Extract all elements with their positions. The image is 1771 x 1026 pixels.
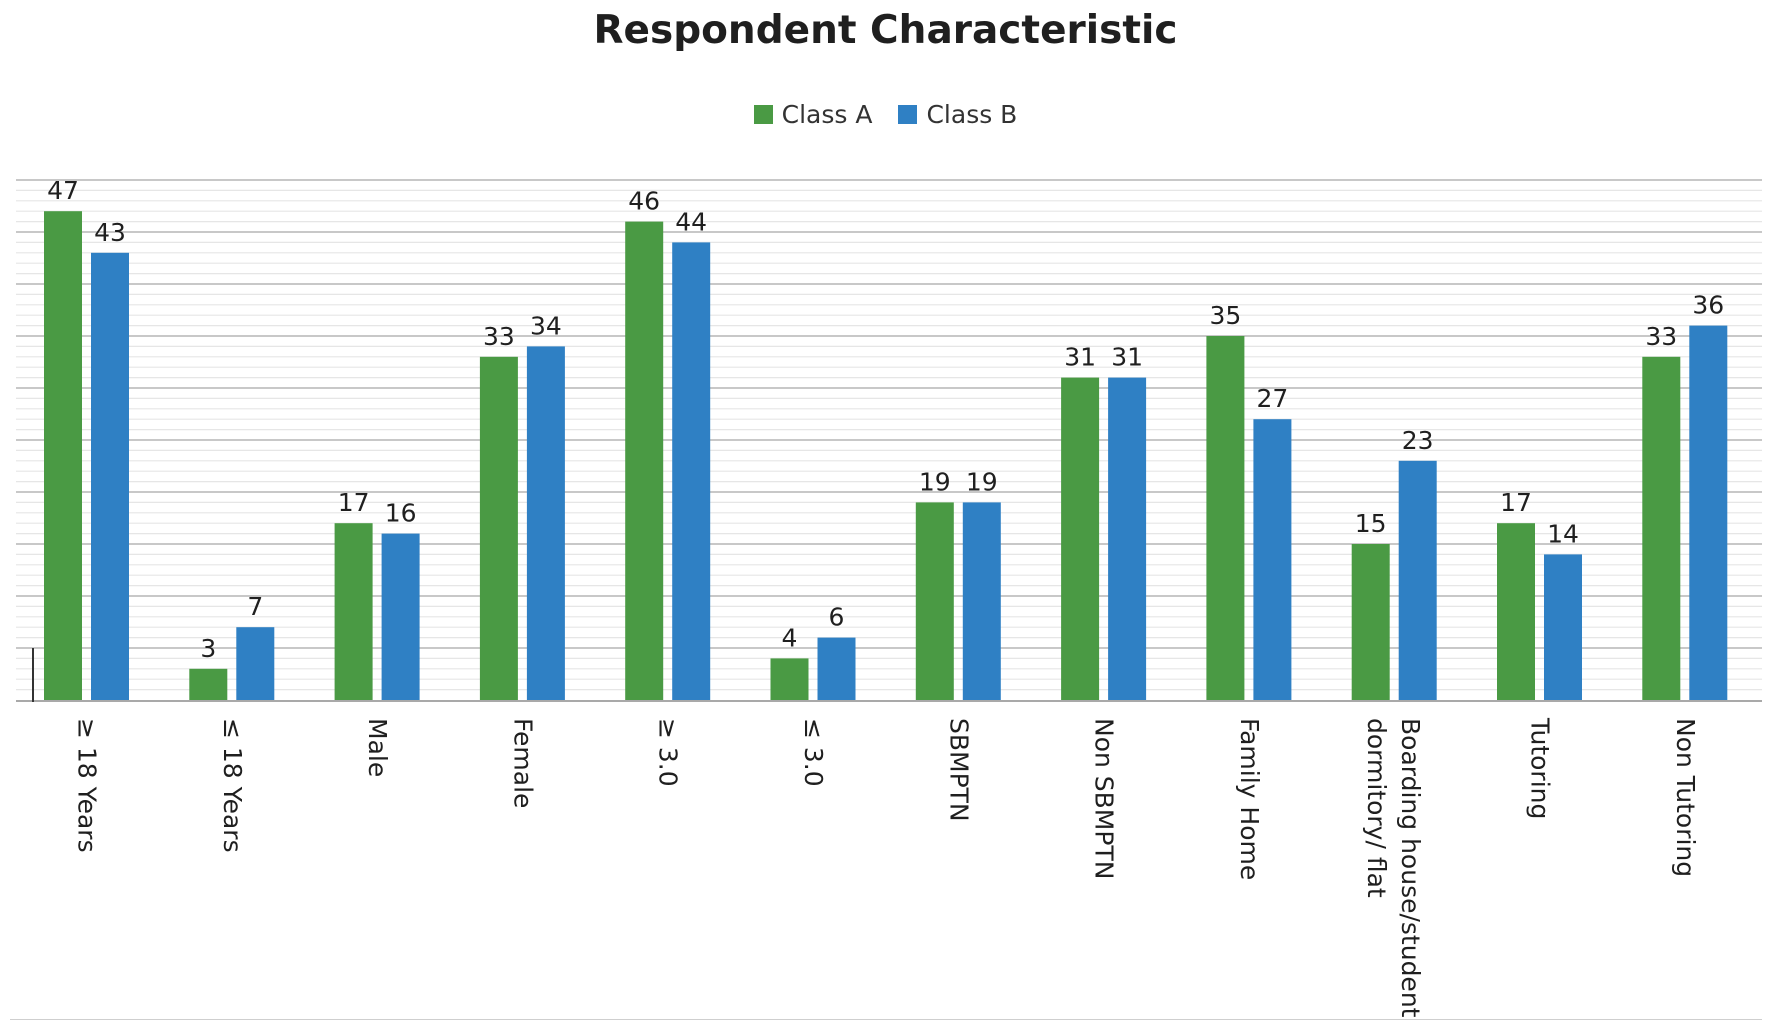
bar-class-b (817, 637, 856, 700)
bar-class-a (1497, 523, 1535, 700)
legend-swatch-class-a (753, 105, 773, 124)
bar-class-b (526, 346, 565, 700)
category-tick-labels: ≥ 18 Years ≤ 18 Years Male Female ≥ 3.0 ≤ 3.0… (73, 717, 1700, 1018)
data-label: 7 (247, 592, 263, 621)
bar-class-b (1398, 460, 1437, 700)
data-label: 19 (966, 467, 998, 496)
bar-class-a (479, 356, 518, 700)
data-label: 44 (675, 207, 707, 236)
data-label: 23 (1402, 426, 1434, 455)
category-tick-label: ≤ 18 Years (218, 718, 247, 853)
category-tick-label: ≥ 3.0 (654, 718, 683, 787)
bar-class-a (625, 221, 664, 700)
data-label: 6 (829, 603, 845, 632)
bar-class-b (1108, 377, 1147, 700)
bar-class-a (1642, 356, 1681, 700)
bottom-border (10, 1019, 1762, 1020)
category-tick-label: Female (508, 718, 537, 808)
data-label: 17 (338, 488, 370, 517)
legend-label-class-b: Class B (926, 100, 1018, 129)
category-tick-label: ≤ 3.0 (799, 718, 828, 787)
tick-label-line: dormitory/ flat (1362, 718, 1391, 898)
data-label: 16 (385, 499, 417, 528)
bars (44, 211, 1728, 701)
data-label: 17 (1500, 488, 1532, 517)
category-tick-label: Non SBMPTN (1090, 718, 1119, 879)
data-label: 33 (1645, 322, 1677, 351)
bar-class-a (334, 523, 373, 700)
bar-class-b (962, 502, 1001, 700)
tick-label-line: Boarding house/student (1396, 718, 1425, 1018)
axes (16, 648, 1762, 702)
bar-class-a (44, 211, 82, 700)
bar-class-b (1544, 554, 1582, 700)
bar-class-a (1206, 336, 1245, 700)
category-tick-label: ≥ 18 Years (73, 718, 102, 853)
category-tick-label: Non Tutoring (1671, 718, 1700, 877)
data-label: 27 (1256, 384, 1288, 413)
legend-swatch-class-b (898, 105, 918, 124)
category-tick-label: SBMPTN (944, 718, 973, 822)
data-label: 31 (1064, 343, 1096, 372)
chart-title: Respondent Characteristic (593, 8, 1178, 53)
bar-class-a (1061, 377, 1100, 700)
legend-item-class-a: Class A (753, 100, 873, 129)
legend-item-class-b: Class B (898, 100, 1017, 129)
data-label: 33 (483, 322, 515, 351)
bar-class-a (189, 668, 228, 700)
category-tick-label: Male (363, 718, 392, 777)
gridlines (16, 179, 1762, 691)
bar-class-b (236, 627, 275, 700)
data-label: 3 (200, 634, 216, 663)
bar-class-b (672, 242, 711, 700)
data-label: 47 (47, 176, 79, 205)
bar-class-b (381, 533, 420, 700)
category-tick-label: Boarding house/studentdormitory/ flat (1362, 718, 1425, 1018)
data-label: 15 (1355, 509, 1387, 538)
data-label: 34 (530, 311, 562, 340)
data-label: 35 (1209, 301, 1241, 330)
data-label: 19 (919, 467, 951, 496)
category-tick-label: Family Home (1235, 718, 1264, 880)
category-tick-label: Tutoring (1526, 717, 1555, 819)
bar-class-a (915, 502, 954, 700)
bar-class-b (1253, 419, 1292, 700)
data-label: 36 (1692, 291, 1724, 320)
data-label: 46 (628, 187, 660, 216)
data-label: 14 (1547, 519, 1579, 548)
bar-class-a (1351, 544, 1390, 700)
legend-label-class-a: Class A (781, 100, 873, 129)
data-label: 43 (94, 218, 126, 247)
bar-class-b (91, 252, 129, 701)
legend: Class A Class B (0, 100, 1771, 129)
bar-class-b (1689, 325, 1728, 700)
data-label: 4 (782, 623, 798, 652)
data-label: 31 (1111, 343, 1143, 372)
bar-class-a (770, 658, 809, 700)
